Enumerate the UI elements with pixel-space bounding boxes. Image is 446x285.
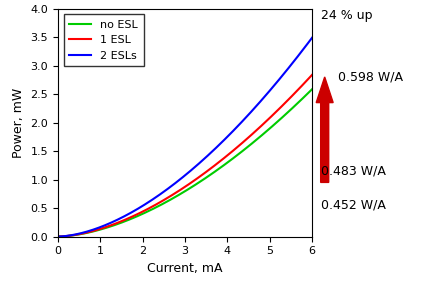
1 ESL xyxy=(56,235,62,238)
1 ESL xyxy=(269,114,275,117)
X-axis label: Current, mA: Current, mA xyxy=(147,262,223,275)
1 ESL xyxy=(286,98,291,101)
Text: 24 % up: 24 % up xyxy=(321,9,372,22)
no ESL xyxy=(211,171,216,174)
no ESL xyxy=(269,125,275,128)
no ESL xyxy=(286,110,291,113)
no ESL xyxy=(56,235,62,238)
Legend: no ESL, 1 ESL, 2 ESLs: no ESL, 1 ESL, 2 ESLs xyxy=(63,14,144,66)
Line: no ESL: no ESL xyxy=(58,89,312,237)
2 ESLs xyxy=(206,153,211,157)
1 ESL xyxy=(206,168,211,172)
Line: 2 ESLs: 2 ESLs xyxy=(58,38,312,237)
2 ESLs xyxy=(206,152,212,156)
2 ESLs xyxy=(55,235,61,238)
Text: 0.452 W/A: 0.452 W/A xyxy=(321,199,386,212)
Line: 1 ESL: 1 ESL xyxy=(58,75,312,237)
no ESL xyxy=(206,174,211,178)
no ESL xyxy=(310,87,315,91)
1 ESL xyxy=(211,165,216,168)
1 ESL xyxy=(206,168,212,171)
Y-axis label: Power, mW: Power, mW xyxy=(12,87,25,158)
Text: 0.483 W/A: 0.483 W/A xyxy=(321,164,386,178)
1 ESL xyxy=(55,235,61,238)
1 ESL xyxy=(310,73,315,76)
no ESL xyxy=(206,174,212,177)
no ESL xyxy=(55,235,61,238)
2 ESLs xyxy=(286,66,291,70)
2 ESLs xyxy=(56,235,62,238)
2 ESLs xyxy=(211,148,216,152)
2 ESLs xyxy=(269,86,275,89)
Text: 0.598 W/A: 0.598 W/A xyxy=(338,70,403,84)
2 ESLs xyxy=(310,36,315,39)
